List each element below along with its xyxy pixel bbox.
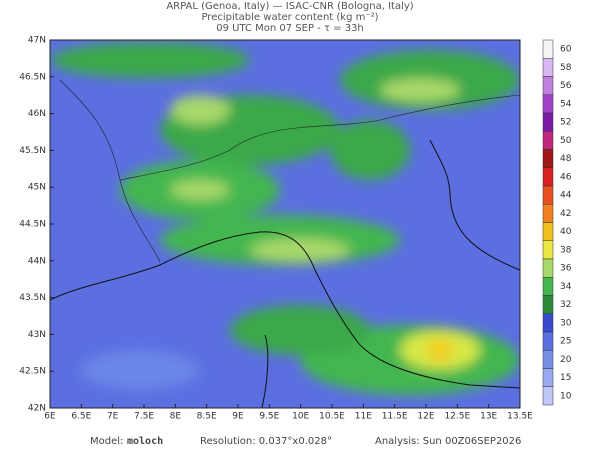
header-line: 09 UTC Mon 07 SEP - τ = 33h bbox=[216, 23, 364, 34]
lon-label: 8.5E bbox=[197, 412, 217, 422]
lon-label: 10E bbox=[292, 412, 309, 422]
colorbar-cell bbox=[542, 368, 554, 387]
colorbar-cell bbox=[542, 313, 554, 333]
lon-label: 13E bbox=[480, 412, 497, 422]
colorbar-cell bbox=[542, 149, 554, 168]
colorbar-label: 48 bbox=[560, 154, 572, 164]
lon-label: 6.5E bbox=[71, 412, 91, 422]
lon-label: 6E bbox=[44, 412, 56, 422]
lon-label: 11E bbox=[355, 412, 372, 422]
lon-label: 10.5E bbox=[319, 412, 345, 422]
lon-label: 11.5E bbox=[382, 412, 408, 422]
map-field bbox=[50, 40, 520, 408]
colorbar-cell bbox=[542, 39, 554, 59]
lat-label: 45.5N bbox=[19, 146, 46, 156]
lat-label: 46.5N bbox=[19, 72, 46, 82]
colorbar-cell bbox=[542, 331, 554, 351]
lat-label: 44N bbox=[28, 256, 46, 266]
colorbar-label: 10 bbox=[560, 391, 572, 401]
colorbar-label: 30 bbox=[560, 318, 572, 328]
colorbar-cell bbox=[542, 277, 554, 296]
lat-label: 46N bbox=[28, 109, 46, 119]
header-line: ARPAL (Genoa, Italy) — ISAC-CNR (Bologna… bbox=[166, 1, 413, 12]
lat-label: 42.5N bbox=[19, 367, 46, 377]
footer-analysis: Analysis: Sun 00Z06SEP2026 bbox=[375, 436, 521, 447]
lon-label: 13.5E bbox=[507, 412, 533, 422]
colorbar-label: 56 bbox=[560, 81, 572, 91]
colorbar-label: 44 bbox=[560, 191, 572, 201]
colorbar-cell bbox=[542, 295, 554, 314]
colorbar-cell bbox=[542, 112, 554, 132]
colorbar-label: 50 bbox=[560, 136, 572, 146]
lon-label: 7E bbox=[107, 412, 119, 422]
colorbar-label: 25 bbox=[560, 337, 571, 347]
colorbar-cell bbox=[542, 258, 554, 278]
lat-label: 47N bbox=[28, 36, 46, 46]
colorbar-label: 46 bbox=[560, 172, 572, 182]
lat-label: 44.5N bbox=[19, 220, 46, 230]
colorbar-label: 52 bbox=[560, 118, 571, 128]
colorbar-cell bbox=[542, 167, 554, 187]
footer-resolution: Resolution: 0.037°x0.028° bbox=[200, 436, 332, 447]
colorbar-label: 42 bbox=[560, 209, 571, 219]
colorbar-label: 38 bbox=[560, 245, 572, 255]
lon-label: 9E bbox=[232, 412, 244, 422]
lat-label: 45N bbox=[28, 183, 46, 193]
colorbar-label: 20 bbox=[560, 355, 572, 365]
colorbar-label: 15 bbox=[560, 373, 571, 383]
colorbar-cell bbox=[542, 222, 554, 241]
colorbar-cell bbox=[542, 94, 554, 114]
colorbar-cell bbox=[542, 350, 554, 369]
lon-label: 9.5E bbox=[259, 412, 279, 422]
lat-label: 43.5N bbox=[19, 293, 46, 303]
footer-model-label: Model: bbox=[90, 436, 123, 447]
lon-label: 12.5E bbox=[444, 412, 470, 422]
header-line: Precipitable water content (kg m⁻²) bbox=[201, 12, 378, 23]
colorbar-cell bbox=[542, 131, 554, 150]
colorbar-label: 54 bbox=[560, 99, 572, 109]
colorbar-cell bbox=[542, 386, 554, 406]
colorbar-label: 40 bbox=[560, 227, 572, 237]
colorbar-label: 58 bbox=[560, 63, 572, 73]
colorbar-cell bbox=[542, 185, 554, 205]
colorbar-label: 60 bbox=[560, 45, 572, 55]
colorbar-cell bbox=[542, 58, 554, 77]
colorbar-label: 36 bbox=[560, 264, 572, 274]
lat-label: 43N bbox=[28, 330, 46, 340]
colorbar-label: 34 bbox=[560, 282, 572, 292]
lon-label: 12E bbox=[417, 412, 434, 422]
colorbar-cell bbox=[542, 204, 554, 223]
colorbar-cell bbox=[542, 76, 554, 95]
lon-label: 7.5E bbox=[134, 412, 154, 422]
lat-label: 42N bbox=[28, 404, 46, 414]
footer-model: moloch bbox=[127, 436, 163, 447]
colorbar-cell bbox=[542, 240, 554, 260]
lon-label: 8E bbox=[170, 412, 182, 422]
colorbar-label: 32 bbox=[560, 300, 571, 310]
